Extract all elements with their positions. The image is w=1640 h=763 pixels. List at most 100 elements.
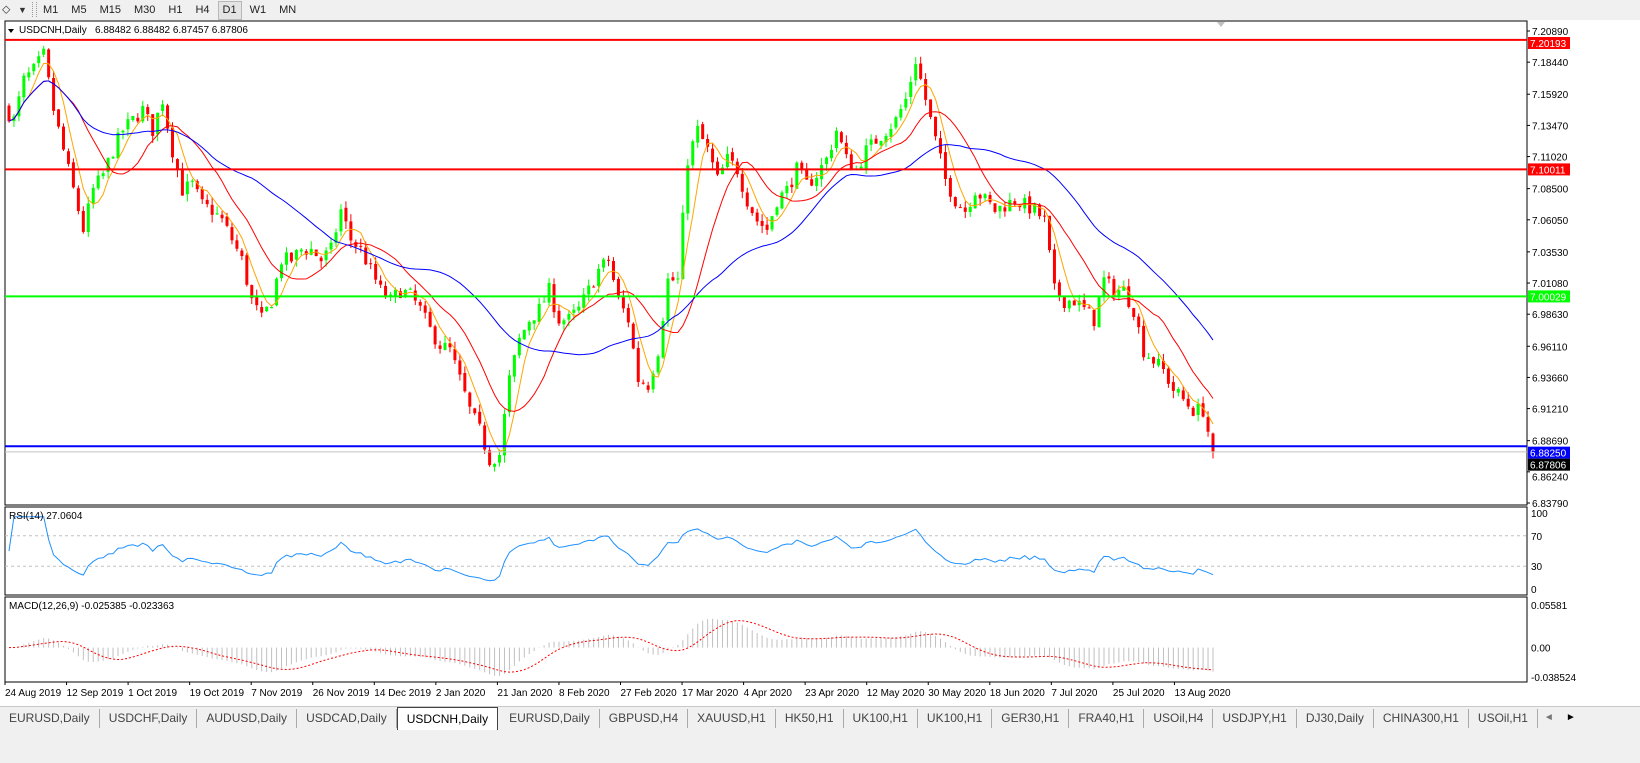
candle (66, 148, 70, 167)
candle-body (1171, 382, 1175, 391)
candle (393, 287, 397, 303)
chart-tab[interactable]: UK100,H1 (918, 709, 993, 728)
candle-body (255, 296, 259, 306)
candle-body (225, 216, 229, 226)
candle (483, 421, 487, 454)
candle (750, 206, 754, 216)
candle-body (720, 167, 724, 175)
candle (161, 100, 165, 117)
candle-body (765, 224, 769, 230)
candle-body (1087, 307, 1091, 309)
candle (215, 206, 219, 215)
candle-body (671, 277, 675, 281)
drawing-tools-icon[interactable]: ⬦ (2, 2, 11, 16)
candle (369, 258, 373, 270)
candle (71, 158, 75, 189)
chart-tab[interactable]: FRA40,H1 (1069, 709, 1145, 728)
candle (423, 300, 427, 319)
candle (671, 271, 675, 282)
chart-tab[interactable]: AUDUSD,Daily (197, 709, 298, 728)
chart-tab[interactable]: HK50,H1 (776, 709, 844, 728)
candle (81, 206, 85, 234)
price-tick-label: 7.11020 (1532, 153, 1568, 164)
candle (696, 119, 700, 148)
candle-body (993, 203, 997, 212)
candle-body (265, 306, 269, 312)
candle-body (478, 411, 482, 424)
candle (408, 287, 412, 291)
dropdown-arrow-icon[interactable]: ▼ (18, 5, 27, 15)
candle (562, 318, 566, 331)
candle (270, 306, 274, 309)
candle-body (859, 166, 863, 169)
tab-scroll-left-icon[interactable]: ◄ (1543, 712, 1554, 723)
timeframe-mn[interactable]: MN (279, 3, 297, 16)
timeframe-m1[interactable]: M1 (43, 3, 59, 16)
chart-tab[interactable]: EURUSD,Daily (0, 709, 100, 728)
chart-tab[interactable]: DJ30,Daily (1297, 709, 1374, 728)
timeframe-w1[interactable]: W1 (249, 3, 267, 16)
candle-body (740, 173, 744, 192)
candle-body (126, 119, 130, 130)
candle (280, 262, 284, 282)
candle-body (1147, 357, 1151, 359)
candle (379, 275, 383, 289)
candle-body (180, 169, 184, 196)
chart-tab[interactable]: USOil,H4 (1144, 709, 1214, 728)
candle-body (62, 126, 66, 150)
candle (755, 208, 759, 226)
candle-body (963, 207, 967, 212)
candle-body (403, 290, 407, 297)
candle (210, 197, 214, 223)
candle-body (1112, 279, 1116, 298)
rsi-tick-label: 0 (1531, 585, 1537, 596)
candle (319, 255, 323, 269)
chart-tab[interactable]: USDCAD,Daily (297, 709, 397, 728)
candle-body (1161, 360, 1165, 370)
candle-body (745, 192, 749, 207)
candle (195, 179, 199, 193)
candle (255, 289, 259, 311)
candle-body (121, 130, 125, 133)
chart-tab[interactable]: USDCHF,Daily (100, 709, 198, 728)
chart-tab[interactable]: USOil,H1 (1469, 709, 1538, 728)
timeframe-m5[interactable]: M5 (71, 3, 87, 16)
candle (1013, 198, 1017, 207)
timeframe-d1[interactable]: D1 (217, 0, 242, 20)
candle (641, 379, 645, 385)
candle-body (527, 321, 531, 331)
timeframe-m30[interactable]: M30 (133, 3, 156, 16)
candle (859, 163, 863, 170)
candle-body (463, 372, 467, 392)
candle-body (829, 149, 833, 159)
candle (904, 92, 908, 111)
candle (894, 115, 898, 130)
chart-tab[interactable]: GER30,H1 (992, 709, 1070, 728)
candle (869, 134, 873, 152)
timeframe-h4[interactable]: H4 (195, 3, 210, 16)
chart-tab[interactable]: USDCNH,Daily (396, 707, 499, 730)
chart-tab[interactable]: CHINA300,H1 (1374, 709, 1469, 728)
chart-tab[interactable]: GBPUSD,H4 (600, 709, 689, 728)
toolbar-grip[interactable] (32, 2, 37, 17)
candle-body (195, 181, 199, 190)
timeframe-m15[interactable]: M15 (99, 3, 121, 16)
chart-tab[interactable]: USDJPY,H1 (1213, 709, 1297, 728)
candle (334, 228, 338, 247)
candle-body (1043, 215, 1047, 217)
candle-body (706, 138, 710, 147)
chart-tab[interactable]: UK100,H1 (844, 709, 918, 728)
candle (502, 409, 506, 463)
candle (1097, 297, 1101, 328)
chart-tab[interactable]: XAUUSD,H1 (688, 709, 776, 728)
candle-body (864, 145, 868, 169)
candle-body (572, 309, 576, 313)
candle (7, 103, 11, 123)
candle-body (1137, 316, 1141, 328)
chart-tab[interactable]: EURUSD,Daily (500, 709, 600, 728)
candle (795, 161, 799, 190)
timeframe-h1[interactable]: H1 (168, 3, 183, 16)
tab-scroll-right-icon[interactable]: ► (1565, 712, 1576, 723)
candle-body (314, 249, 318, 257)
